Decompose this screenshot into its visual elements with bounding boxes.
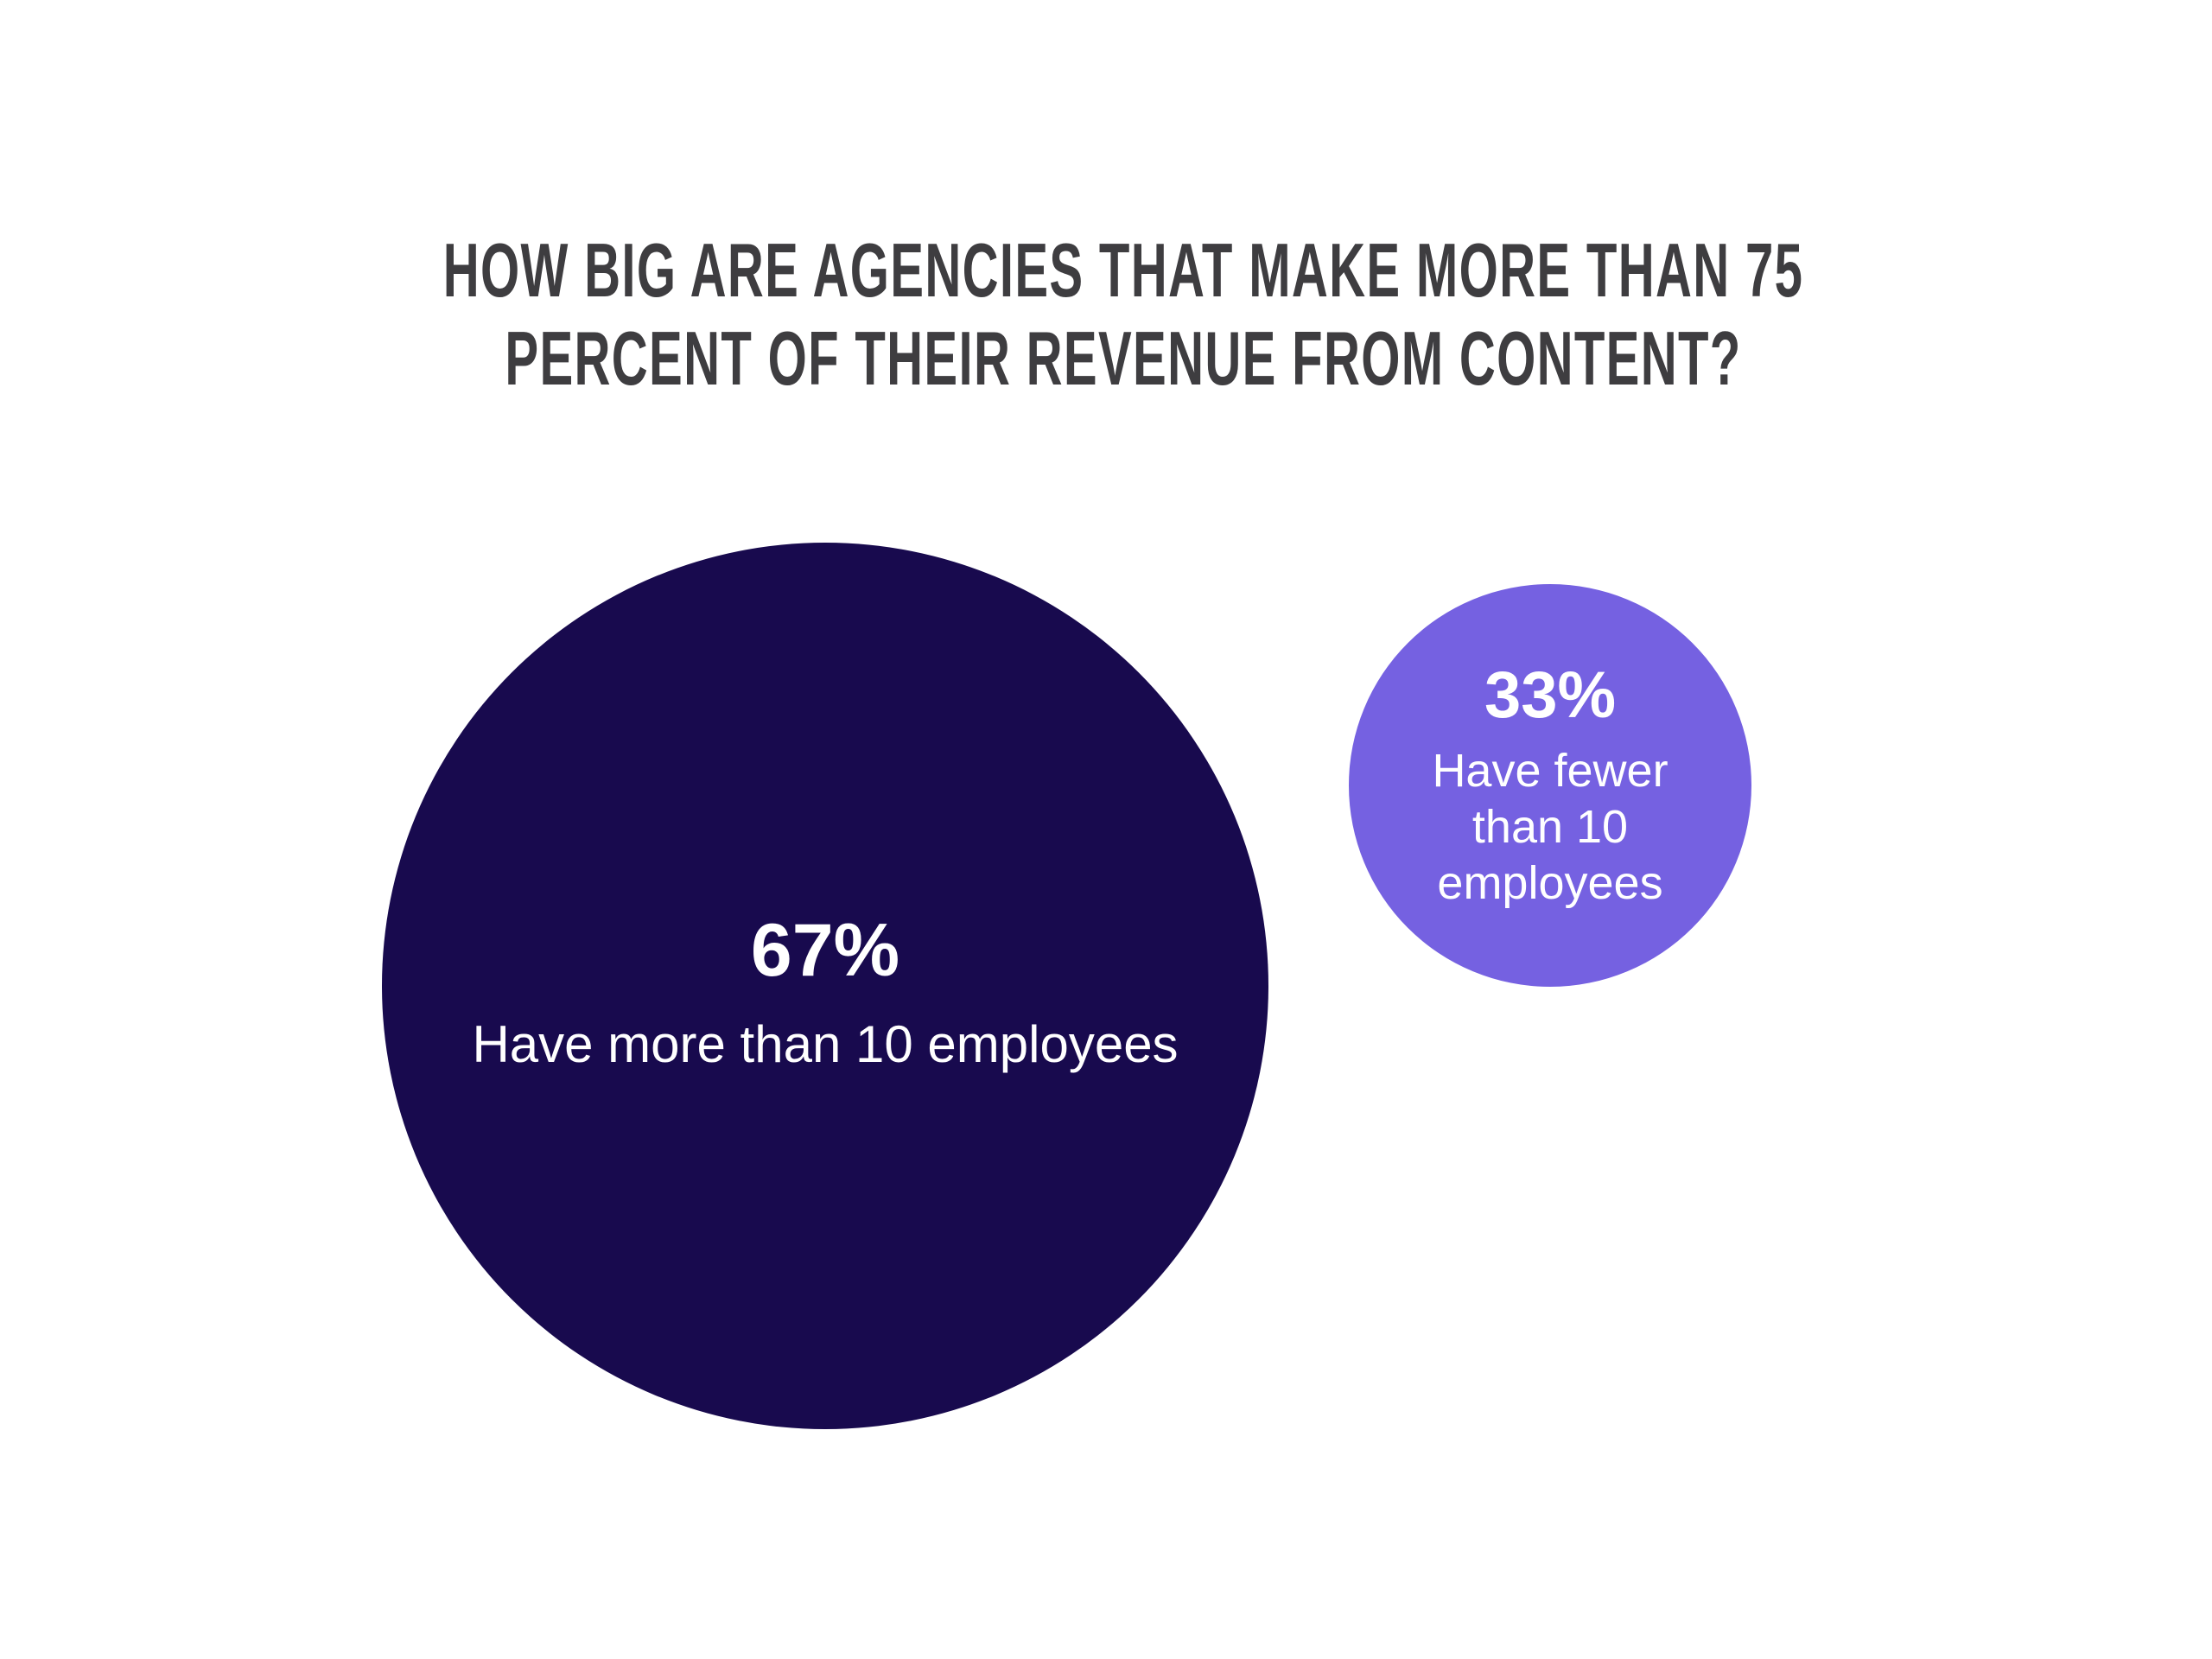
bubble-small-label-line-2: than 10 (1471, 801, 1629, 854)
bubble-fewer-than-10-employees: 33% Have fewer than 10 employees (1349, 584, 1751, 987)
chart-title: HOW BIG ARE AGENCIES THAT MAKE MORE THAN… (393, 226, 1853, 403)
bubble-small-label-line-1: Have fewer (1432, 745, 1669, 798)
bubble-more-than-10-employees: 67% Have more than 10 employees (382, 543, 1268, 1429)
bubble-large-label: Have more than 10 employees (472, 1014, 1179, 1073)
bubble-small-value: 33% (1484, 658, 1617, 732)
bubble-small-label: Have fewer than 10 employees (1432, 743, 1668, 912)
chart-title-line-2: PERCENT OF THEIR REVENUE FROM CONTENT? (505, 315, 1742, 401)
bubble-large-value: 67% (750, 909, 900, 993)
bubble-small-label-line-3: employees (1437, 857, 1663, 910)
chart-title-line-1: HOW BIG ARE AGENCIES THAT MAKE MORE THAN… (442, 227, 1804, 313)
